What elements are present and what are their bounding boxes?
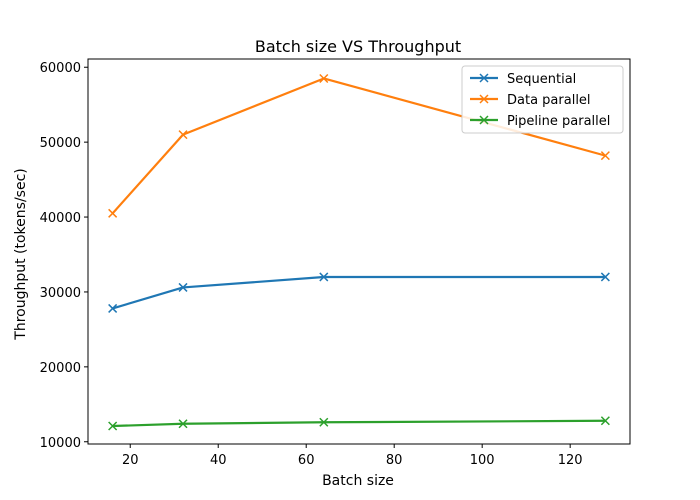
series-line <box>112 275 606 310</box>
legend-marker <box>479 73 489 83</box>
data-point <box>319 272 329 282</box>
legend-marker <box>479 115 489 125</box>
x-axis-label: Batch size <box>322 473 394 489</box>
x-tick-label: 60 <box>298 453 315 468</box>
series-pipeline-parallel <box>108 416 610 431</box>
data-point <box>108 421 118 431</box>
x-tick-label: 40 <box>210 453 227 468</box>
x-tick-label: 120 <box>558 453 583 468</box>
y-tick-label: 30000 <box>40 286 81 301</box>
legend-label: Data parallel <box>507 93 591 108</box>
y-tick-label: 40000 <box>40 211 81 226</box>
y-tick-label: 50000 <box>40 136 81 151</box>
chart-title: Batch size VS Throughput <box>255 37 461 56</box>
data-point <box>108 303 118 313</box>
legend: Sequential Data parallel Pipeline parallel <box>461 65 624 134</box>
x-tick-label: 80 <box>386 453 403 468</box>
data-point <box>178 130 188 140</box>
y-tick-label: 60000 <box>40 61 81 76</box>
legend-box <box>461 65 624 134</box>
data-point <box>319 417 329 427</box>
series-line <box>112 419 606 428</box>
data-point <box>600 416 610 426</box>
legend-marker <box>479 94 489 104</box>
data-point <box>319 73 329 84</box>
x-tick-label: 100 <box>470 453 495 468</box>
data-point <box>178 419 188 429</box>
y-tick-label: 20000 <box>40 361 81 376</box>
y-tick-label: 10000 <box>40 436 81 451</box>
data-point <box>108 208 118 218</box>
legend-label: Pipeline parallel <box>507 114 610 129</box>
data-point <box>178 282 188 292</box>
data-point <box>600 151 610 161</box>
legend-label: Sequential <box>507 72 576 87</box>
y-axis-label: Throughput (tokens/sec) <box>13 168 29 340</box>
x-tick-label: 20 <box>122 453 139 468</box>
series-sequential <box>108 272 610 313</box>
data-point <box>600 272 610 282</box>
